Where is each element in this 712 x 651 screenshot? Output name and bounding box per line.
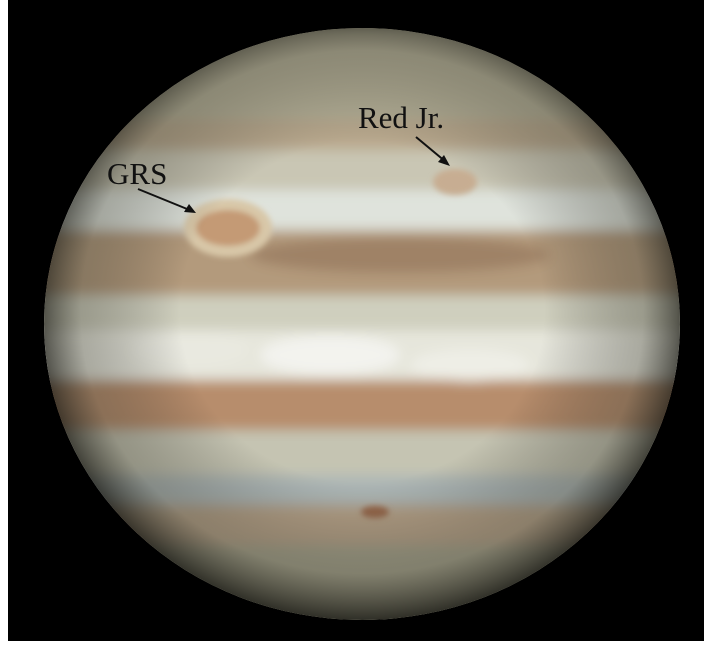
- grs-arrowhead: [184, 204, 196, 213]
- red-jr-label: Red Jr.: [358, 100, 444, 135]
- red-jr-arrowhead: [438, 155, 450, 166]
- grs-arrow: [137, 188, 193, 212]
- grs-label: GRS: [107, 156, 167, 191]
- red-jr-arrow: [415, 136, 447, 163]
